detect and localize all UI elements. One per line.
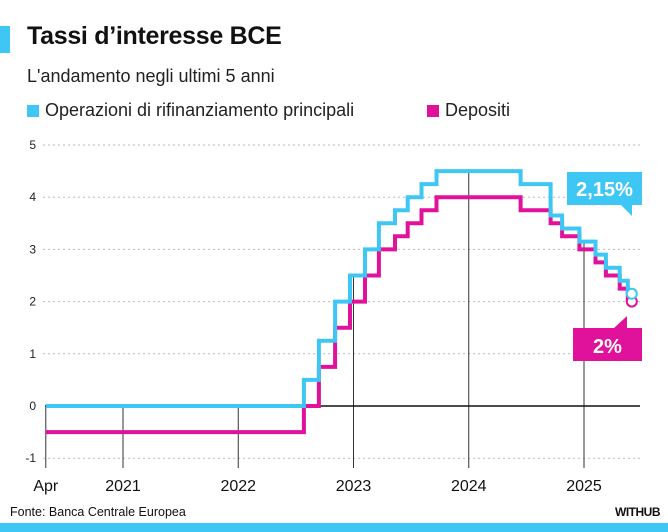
y-tick-label: 3 xyxy=(29,242,36,256)
y-tick-label: 1 xyxy=(29,347,36,361)
line-mro xyxy=(45,169,630,408)
chart-title: Tassi d’interesse BCE xyxy=(27,22,282,50)
legend-item-deposit: Depositi xyxy=(427,100,510,121)
x-tick-label: 2024 xyxy=(451,478,487,495)
x-tick-label: 2021 xyxy=(105,478,141,495)
callout-mro: 2,15% xyxy=(567,172,642,216)
legend-label-mro: Operazioni di rifinanziamento principali xyxy=(45,100,355,120)
footer-strip xyxy=(0,523,668,532)
x-tick-label: Apr xyxy=(33,478,59,495)
legend-label-deposit: Depositi xyxy=(445,100,511,120)
x-tick-label: 2022 xyxy=(220,478,256,495)
y-tick-label: 5 xyxy=(29,138,36,152)
y-tick-label: 2 xyxy=(29,295,36,309)
callout-deposit-box xyxy=(573,316,642,361)
series-deposit xyxy=(45,195,638,435)
source-note: Fonte: Banca Centrale Europea xyxy=(10,505,186,519)
legend-item-mro: Operazioni di rifinanziamento principali xyxy=(27,100,354,121)
legend-swatch-deposit xyxy=(427,104,439,117)
y-tick-label: 4 xyxy=(29,190,36,204)
callout-mro-label: 2,15% xyxy=(576,179,633,201)
end-point-marker xyxy=(625,287,638,300)
callout-mro-box xyxy=(567,172,642,216)
x-tick-label: 2023 xyxy=(336,478,372,495)
series-mro xyxy=(45,169,638,408)
x-tick-label: 2025 xyxy=(566,478,602,495)
callout-deposit-label: 2% xyxy=(593,336,622,358)
brand-logo: WITHUB xyxy=(615,505,661,519)
callout-deposit: 2% xyxy=(573,316,642,361)
title-accent-bar xyxy=(0,26,10,53)
legend-swatch-mro xyxy=(27,104,39,117)
y-tick-label: -1 xyxy=(25,451,36,465)
chart-subtitle: L'andamento negli ultimi 5 anni xyxy=(27,66,275,86)
y-tick-label: 0 xyxy=(29,399,36,413)
